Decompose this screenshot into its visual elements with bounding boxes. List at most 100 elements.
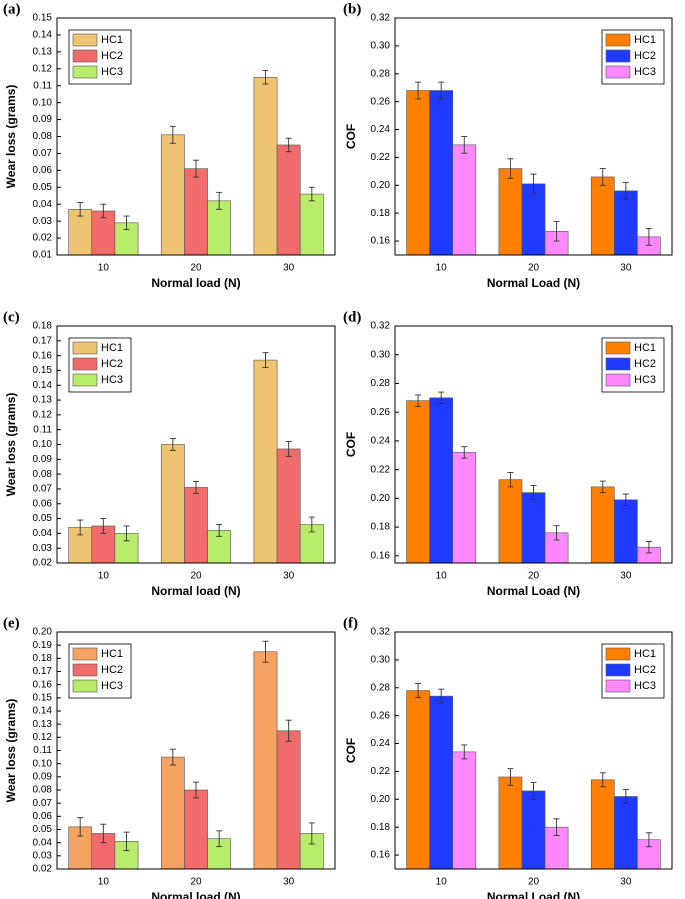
bar bbox=[429, 695, 454, 870]
error-bar bbox=[530, 173, 537, 195]
bar bbox=[276, 730, 301, 870]
error-bar bbox=[622, 182, 629, 200]
legend-swatch bbox=[72, 65, 98, 79]
legend-swatch bbox=[605, 33, 631, 47]
legend-label: HC3 bbox=[101, 680, 123, 692]
y-tick-label: 0.16 bbox=[33, 679, 53, 690]
bar bbox=[521, 790, 546, 870]
plot-frame bbox=[56, 325, 336, 564]
y-tick-label: 0.03 bbox=[33, 543, 53, 554]
error-bar bbox=[645, 541, 652, 554]
error-bar bbox=[553, 818, 560, 836]
legend-label: HC1 bbox=[101, 648, 123, 660]
bar bbox=[184, 487, 208, 564]
legend-label: HC3 bbox=[101, 66, 123, 78]
bar bbox=[429, 90, 454, 256]
x-tick-label: 20 bbox=[528, 263, 540, 274]
legend-swatch bbox=[72, 49, 98, 63]
legend-swatch bbox=[605, 65, 631, 79]
bar bbox=[590, 486, 615, 564]
y-tick-label: 0.15 bbox=[33, 692, 53, 703]
y-tick-label: 0.11 bbox=[33, 424, 52, 435]
x-tick-label: 20 bbox=[190, 877, 202, 888]
y-tick-label: 0.26 bbox=[371, 407, 391, 418]
bar bbox=[253, 359, 278, 564]
x-tick-label: 30 bbox=[620, 263, 632, 274]
legend-swatch bbox=[605, 49, 631, 63]
legend-label: HC1 bbox=[634, 34, 656, 46]
bar bbox=[276, 448, 301, 564]
error-bar bbox=[262, 640, 269, 663]
x-tick-label: 30 bbox=[620, 571, 632, 582]
y-tick-label: 0.28 bbox=[371, 68, 391, 79]
error-bar bbox=[645, 832, 652, 848]
legend-label: HC2 bbox=[101, 358, 123, 370]
error-bar bbox=[262, 70, 269, 85]
x-tick-label: 20 bbox=[190, 263, 202, 274]
y-axis-title: COF bbox=[344, 124, 358, 149]
bar bbox=[160, 756, 185, 870]
y-tick-label: 0.04 bbox=[33, 528, 53, 539]
y-tick-label: 0.22 bbox=[371, 766, 391, 777]
panel-label: (f) bbox=[343, 615, 358, 631]
y-tick-label: 0.11 bbox=[33, 80, 52, 91]
legend-label: HC2 bbox=[634, 664, 656, 676]
legend-label: HC2 bbox=[634, 358, 656, 370]
y-tick-label: 0.32 bbox=[371, 13, 391, 24]
legend-label: HC1 bbox=[634, 648, 656, 660]
panel-label: (c) bbox=[3, 309, 20, 325]
y-tick-label: 0.12 bbox=[33, 732, 53, 743]
y-tick-label: 0.22 bbox=[371, 152, 391, 163]
bar bbox=[184, 789, 208, 870]
y-tick-label: 0.18 bbox=[33, 321, 53, 332]
error-bar bbox=[100, 823, 107, 844]
y-tick-label: 0.06 bbox=[33, 498, 53, 509]
x-tick-label: 30 bbox=[283, 877, 295, 888]
y-tick-label: 0.26 bbox=[371, 710, 391, 721]
error-bar bbox=[645, 228, 652, 246]
panel-label: (e) bbox=[3, 615, 20, 631]
bar bbox=[452, 144, 477, 256]
bar bbox=[299, 193, 324, 256]
error-bar bbox=[193, 781, 199, 799]
y-tick-label: 0.30 bbox=[371, 349, 391, 360]
x-tick-label: 10 bbox=[98, 571, 110, 582]
y-tick-label: 0.12 bbox=[33, 410, 53, 421]
panel-label: (d) bbox=[343, 309, 361, 325]
legend-swatch bbox=[605, 357, 631, 371]
error-bar bbox=[262, 352, 269, 368]
error-bar bbox=[169, 125, 176, 144]
panel-label: (a) bbox=[3, 1, 21, 17]
x-axis-title: Normal Load (N) bbox=[487, 584, 580, 598]
error-bar bbox=[216, 830, 223, 848]
y-tick-label: 0.07 bbox=[33, 148, 53, 159]
error-bar bbox=[216, 191, 223, 210]
y-tick-label: 0.15 bbox=[33, 13, 53, 24]
y-tick-label: 0.22 bbox=[371, 464, 391, 475]
y-tick-label: 0.20 bbox=[371, 794, 391, 805]
x-tick-label: 20 bbox=[528, 571, 540, 582]
bar bbox=[406, 90, 430, 256]
y-tick-label: 0.17 bbox=[33, 335, 53, 346]
bar bbox=[613, 796, 638, 870]
y-tick-label: 0.02 bbox=[33, 558, 53, 569]
legend-swatch bbox=[605, 341, 631, 355]
error-bar bbox=[415, 81, 422, 100]
error-bar bbox=[461, 446, 468, 459]
error-bar bbox=[461, 744, 468, 760]
y-tick-label: 0.32 bbox=[371, 627, 391, 638]
y-tick-label: 0.30 bbox=[371, 41, 391, 52]
y-tick-label: 0.20 bbox=[371, 493, 391, 504]
y-tick-label: 0.08 bbox=[33, 131, 53, 142]
y-tick-label: 0.20 bbox=[371, 180, 391, 191]
bar bbox=[184, 168, 208, 256]
error-bar bbox=[415, 394, 422, 407]
y-tick-label: 0.32 bbox=[371, 321, 391, 332]
error-bar bbox=[308, 516, 315, 533]
bar bbox=[613, 499, 638, 564]
x-tick-label: 30 bbox=[283, 571, 295, 582]
error-bar bbox=[216, 524, 223, 537]
error-bar bbox=[438, 688, 445, 704]
y-axis-title: Wear loss (grams) bbox=[4, 85, 18, 189]
y-tick-label: 0.02 bbox=[33, 233, 53, 244]
